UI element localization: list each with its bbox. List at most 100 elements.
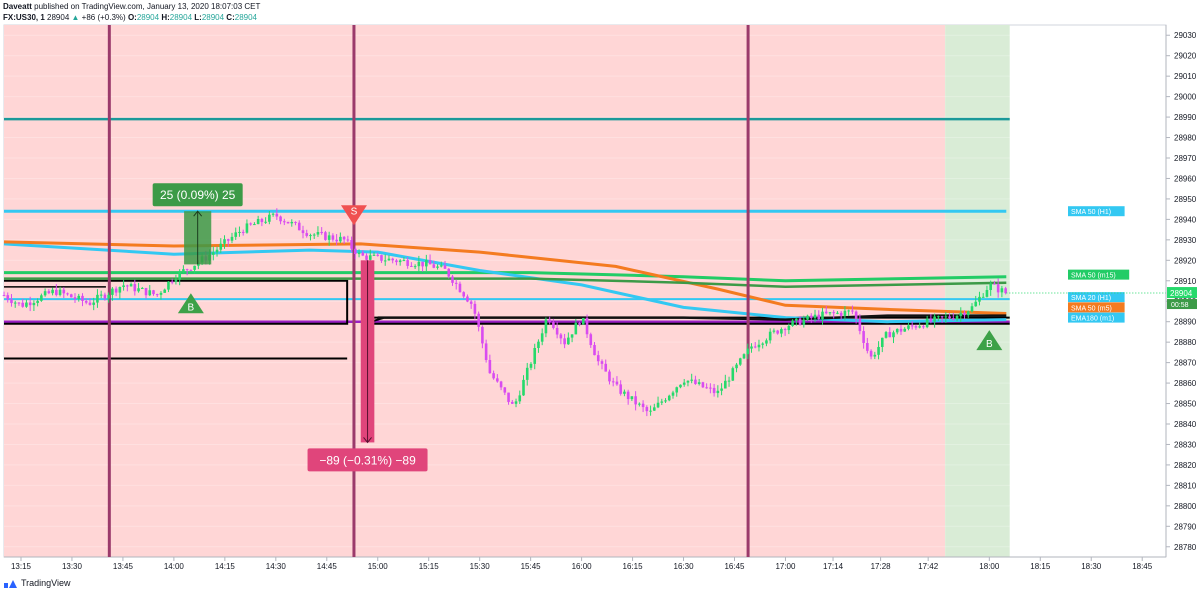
y-tick-label: 28820: [1174, 461, 1197, 470]
candle-body: [518, 395, 522, 402]
candle-body: [507, 392, 510, 402]
candle-body: [185, 269, 189, 271]
candle-body: [742, 354, 746, 359]
candle-body: [720, 388, 723, 391]
candle-body: [469, 301, 473, 304]
candle-body: [589, 334, 593, 346]
candle-body: [380, 255, 383, 261]
author-name[interactable]: Daveatt: [3, 2, 32, 11]
candle-body: [795, 318, 798, 321]
x-tick-label: 15:15: [419, 562, 440, 571]
indicator-tag: [1068, 302, 1125, 313]
candle-body: [410, 265, 413, 267]
candle-body: [985, 289, 989, 297]
candle-body: [170, 281, 174, 283]
candle-body: [234, 232, 238, 237]
indicator-tag-label: SMA 50 (H1): [1071, 209, 1111, 216]
candle-body: [488, 359, 492, 374]
long-measure-arrowhead: [193, 210, 203, 217]
candle-body: [260, 218, 264, 223]
candle-body: [376, 254, 380, 256]
candle-body: [578, 322, 581, 325]
y-tick-label: 29010: [1174, 72, 1197, 81]
candle-body: [43, 291, 47, 296]
candle-body: [548, 319, 551, 323]
candle-body: [727, 380, 731, 382]
candle-body: [525, 367, 529, 380]
candle-body: [944, 316, 948, 318]
candle-body: [806, 315, 809, 320]
y-tick-label: 28850: [1174, 400, 1197, 409]
candle-body: [600, 361, 604, 364]
x-tick-label: 14:30: [266, 562, 287, 571]
candle-body: [522, 379, 525, 396]
candle-body: [761, 343, 764, 345]
candle-body: [458, 283, 462, 293]
candle-body: [84, 300, 88, 303]
candle-body: [178, 271, 181, 280]
close-value: 28904: [234, 13, 257, 22]
candle-body: [159, 292, 163, 295]
tradingview-logo[interactable]: TradingView: [4, 578, 71, 588]
candle-body: [372, 254, 376, 256]
candle-body: [492, 373, 495, 379]
candle-body: [694, 379, 697, 384]
candle-body: [608, 371, 611, 382]
candle-body: [144, 287, 148, 296]
y-tick-label: 28920: [1174, 256, 1197, 265]
candle-body: [914, 326, 918, 328]
indicator-tag-label: SMA 20 (H1): [1071, 295, 1111, 302]
y-tick-label: 29030: [1174, 31, 1197, 40]
candle-body: [238, 231, 241, 233]
candle-body: [907, 325, 910, 329]
candle-body: [582, 318, 585, 325]
candle-body: [140, 287, 144, 289]
x-tick-label: 15:00: [368, 562, 389, 571]
short-measure-label-box: [307, 448, 428, 472]
candle-body: [925, 318, 929, 328]
candle-body: [813, 314, 817, 318]
candle-body: [862, 331, 865, 343]
candle-body: [989, 283, 992, 290]
candle-body: [787, 325, 791, 331]
candle-body: [1000, 288, 1004, 293]
x-tick-label: 13:15: [11, 562, 32, 571]
candle-body: [567, 337, 570, 345]
candle-body: [249, 223, 252, 225]
candle-body: [324, 232, 327, 240]
candle-body: [275, 213, 279, 217]
candle-body: [832, 312, 836, 314]
candle-body: [114, 288, 118, 293]
x-tick-label: 17:00: [775, 562, 796, 571]
candle-body: [309, 235, 312, 237]
candle-body: [327, 235, 331, 240]
open-value: 28904: [136, 13, 160, 22]
candle-body: [339, 236, 342, 242]
candle-body: [40, 295, 43, 301]
indicator-tag-label: SMA 50 (m5): [1071, 305, 1112, 312]
candle-body: [428, 260, 432, 265]
candle-body: [350, 239, 353, 249]
y-tick-label: 28950: [1174, 195, 1197, 204]
countdown-tag: [1167, 299, 1197, 310]
candle-body: [32, 302, 36, 306]
candle-body: [783, 329, 787, 331]
candle-body: [365, 255, 368, 260]
candle-body: [660, 401, 664, 403]
candle-body: [447, 268, 451, 277]
candle-body: [271, 213, 275, 215]
y-tick-label: 28910: [1174, 277, 1197, 286]
x-tick-label: 18:15: [1030, 562, 1051, 571]
candle-body: [682, 382, 686, 385]
candle-body: [604, 363, 608, 372]
candle-body: [211, 252, 215, 255]
candle-body: [966, 311, 970, 316]
candle-body: [253, 224, 256, 226]
candle-body: [219, 243, 223, 250]
candle-body: [596, 355, 600, 362]
candle-body: [264, 221, 267, 223]
long-measure-label-box: [152, 183, 243, 207]
x-tick-label: 17:14: [823, 562, 844, 571]
candle-body: [62, 289, 66, 294]
